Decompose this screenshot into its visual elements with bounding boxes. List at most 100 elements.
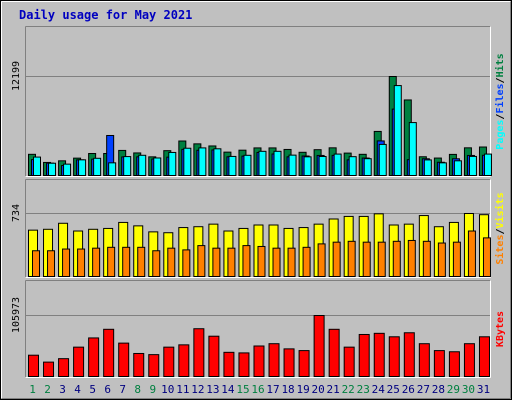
bar-kbytes-day-10	[163, 346, 175, 377]
bar-pages-day-12	[198, 147, 207, 177]
bar-kbytes-day-6	[103, 328, 115, 377]
x-label-day-4: 4	[74, 383, 81, 396]
bar-kbytes-day-7	[118, 342, 130, 377]
bar-sites-day-18	[287, 247, 296, 278]
legend-item: /	[495, 77, 506, 83]
bar-sites-day-4	[77, 248, 86, 277]
bar-sites-day-31	[482, 237, 491, 277]
legend-hits-files-pages: Pages/Files/Hits	[494, 53, 506, 149]
x-label-day-7: 7	[119, 383, 126, 396]
bar-kbytes-day-11	[178, 344, 190, 378]
panel-kbytes: 105973 KBytes	[11, 280, 506, 378]
legend-kbytes: KBytes	[495, 311, 506, 347]
bar-pages-day-28	[438, 162, 447, 177]
bar-pages-day-10	[168, 151, 177, 176]
bar-pages-day-5	[93, 157, 102, 177]
bar-kbytes-day-30	[463, 343, 475, 378]
bar-pages-day-22	[348, 156, 357, 176]
bar-sites-day-3	[62, 248, 71, 277]
bar-pages-day-9	[153, 157, 162, 176]
legend-item: Pages	[495, 120, 506, 150]
bar-sites-day-25	[392, 240, 401, 277]
bar-kbytes-day-2	[43, 361, 55, 377]
bar-kbytes-day-16	[253, 345, 265, 377]
legend-item: Hits	[494, 53, 506, 77]
bar-kbytes-day-31	[478, 336, 490, 378]
bar-sites-day-13	[212, 247, 221, 278]
x-label-day-13: 13	[206, 383, 219, 396]
x-label-day-8: 8	[134, 383, 141, 396]
bar-sites-day-23	[362, 241, 371, 277]
x-label-day-14: 14	[221, 383, 235, 396]
bar-pages-day-19	[303, 156, 312, 176]
bar-sites-day-1	[32, 250, 40, 278]
bar-pages-day-3	[63, 163, 72, 176]
bar-sites-day-15	[242, 245, 251, 277]
x-label-day-3: 3	[59, 383, 66, 396]
bar-kbytes-day-23	[358, 333, 370, 377]
series-sites	[32, 230, 491, 278]
bar-sites-day-12	[197, 245, 206, 277]
x-label-day-29: 29	[447, 383, 460, 396]
bar-kbytes-day-19	[298, 350, 310, 377]
y-max-label: 734	[11, 204, 22, 222]
bar-kbytes-day-17	[268, 343, 280, 378]
bar-kbytes-day-29	[448, 351, 460, 377]
x-label-day-24: 24	[372, 383, 386, 396]
bar-sites-day-2	[47, 250, 56, 278]
bar-kbytes-day-24	[373, 332, 385, 377]
legend-item: Files	[494, 83, 506, 113]
x-label-day-30: 30	[462, 383, 475, 396]
bar-sites-day-7	[122, 246, 131, 278]
x-label-day-19: 19	[296, 383, 309, 396]
bar-kbytes-day-25	[388, 336, 400, 378]
bar-kbytes-day-4	[73, 346, 85, 377]
x-label-day-10: 10	[161, 383, 174, 396]
bar-kbytes-day-15	[238, 352, 250, 378]
x-label-day-23: 23	[357, 383, 370, 396]
legend-visits-sites: Sites/Visits	[494, 192, 506, 264]
bar-pages-day-11	[183, 147, 192, 177]
bar-pages-day-17	[273, 150, 282, 177]
bar-pages-day-30	[468, 155, 477, 177]
bar-sites-day-30	[467, 230, 476, 277]
legend-item: Sites	[494, 235, 506, 265]
bar-pages-day-27	[423, 159, 432, 177]
x-label-day-25: 25	[387, 383, 400, 396]
bar-kbytes-day-5	[88, 337, 100, 377]
bar-kbytes-day-8	[133, 352, 145, 378]
bar-kbytes-day-3	[58, 358, 70, 377]
bar-pages-day-1	[33, 156, 41, 177]
bar-sites-day-28	[437, 242, 446, 277]
bar-pages-day-18	[288, 154, 297, 176]
bar-kbytes-day-26	[403, 332, 415, 378]
x-label-day-27: 27	[417, 383, 430, 396]
bar-sites-day-6	[107, 246, 116, 278]
bar-kbytes-day-27	[418, 343, 430, 378]
x-label-day-26: 26	[402, 383, 415, 396]
bar-pages-day-29	[453, 160, 462, 177]
y-max-label: 12199	[11, 61, 22, 91]
bar-sites-day-9	[152, 250, 161, 278]
panel-visits-sites: 734 Sites/Visits	[11, 179, 506, 278]
x-label-day-31: 31	[477, 383, 490, 396]
bar-kbytes-day-14	[223, 351, 235, 378]
legend-item: Visits	[494, 192, 506, 228]
bar-sites-day-27	[422, 240, 431, 277]
bar-pages-day-2	[48, 162, 57, 176]
chart-title: Daily usage for May 2021	[19, 8, 192, 22]
y-max-label: 105973	[11, 297, 22, 333]
x-label-day-5: 5	[89, 383, 96, 396]
bar-sites-day-22	[347, 240, 356, 277]
bar-pages-day-20	[318, 156, 327, 176]
x-label-day-16: 16	[251, 383, 264, 396]
bar-sites-day-24	[377, 241, 386, 277]
bar-pages-day-6	[108, 162, 117, 177]
bar-kbytes-day-28	[433, 350, 445, 377]
bar-pages-day-25	[393, 85, 402, 176]
x-label-day-15: 15	[236, 383, 249, 396]
x-label-day-11: 11	[176, 383, 189, 396]
x-label-day-22: 22	[342, 383, 355, 396]
